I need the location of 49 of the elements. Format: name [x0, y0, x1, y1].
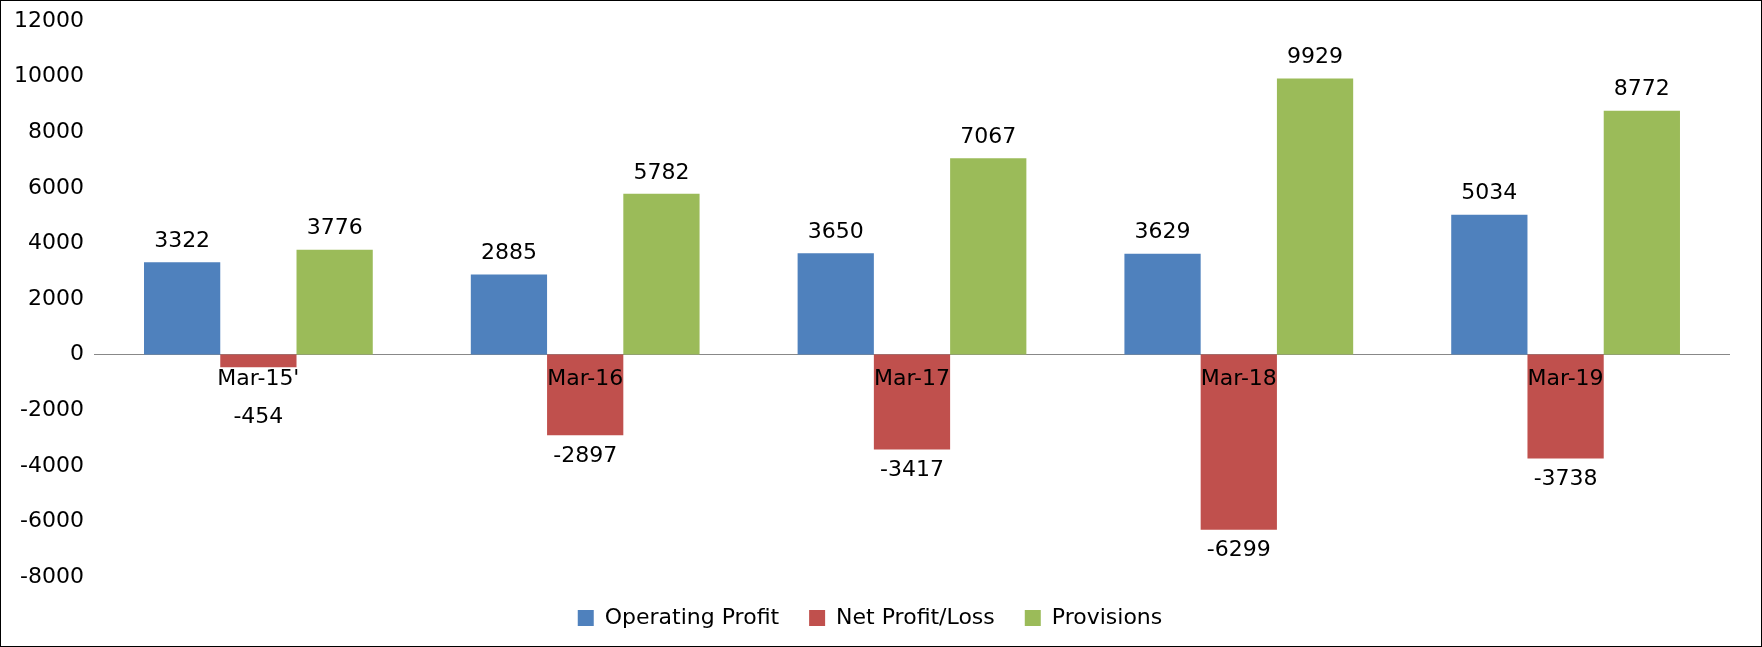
- bar: [547, 354, 624, 436]
- y-tick-label: 12000: [13, 6, 84, 32]
- bar: [1276, 78, 1354, 355]
- bar: [220, 354, 297, 368]
- bar: [470, 274, 548, 355]
- x-tick-label: Mar-18: [1200, 365, 1277, 391]
- data-label: -6299: [1206, 536, 1271, 562]
- bar: [1200, 354, 1277, 530]
- data-label: -3417: [880, 456, 944, 482]
- x-tick-label: Mar-15': [217, 365, 300, 391]
- data-label: -454: [233, 403, 284, 429]
- x-tick-label: Mar-16: [547, 365, 624, 391]
- bar: [1451, 214, 1528, 355]
- data-label: -2897: [553, 441, 618, 467]
- bar: [1124, 253, 1201, 355]
- bar: [873, 354, 951, 450]
- y-tick-label: -4000: [20, 451, 84, 477]
- data-label: 3322: [154, 226, 211, 252]
- bar: [296, 249, 373, 355]
- legend-label: Provisions: [1051, 603, 1163, 629]
- y-tick-label: -2000: [20, 395, 84, 421]
- data-label: 5782: [633, 158, 690, 184]
- bar: [1603, 110, 1680, 355]
- x-tick-label: Mar-19: [1527, 365, 1604, 391]
- bar: [144, 262, 221, 355]
- legend-label: Net Profit/Loss: [836, 603, 995, 629]
- y-tick-label: 4000: [27, 229, 84, 255]
- data-label: 8772: [1613, 75, 1670, 101]
- data-label: 5034: [1461, 179, 1518, 205]
- y-tick-label: 0: [69, 340, 84, 366]
- x-tick-label: Mar-17: [873, 365, 951, 391]
- y-tick-label: 2000: [27, 284, 84, 310]
- data-label: 3629: [1134, 218, 1191, 244]
- data-label: 9929: [1287, 43, 1344, 69]
- data-label: 3650: [807, 217, 864, 243]
- data-label: 3776: [306, 214, 363, 240]
- data-label: -3738: [1533, 465, 1598, 491]
- y-tick-label: 8000: [27, 117, 84, 143]
- y-tick-label: 10000: [13, 62, 84, 88]
- y-tick-label: -8000: [20, 562, 84, 588]
- bar: [1527, 354, 1604, 459]
- bar: [797, 253, 874, 355]
- data-label: 7067: [960, 122, 1017, 148]
- bar: [623, 193, 700, 355]
- data-label: 2885: [480, 239, 537, 265]
- bar: [950, 158, 1027, 355]
- legend-label: Operating Profit: [604, 603, 780, 629]
- y-tick-label: -6000: [20, 507, 84, 533]
- y-tick-label: 6000: [27, 173, 84, 199]
